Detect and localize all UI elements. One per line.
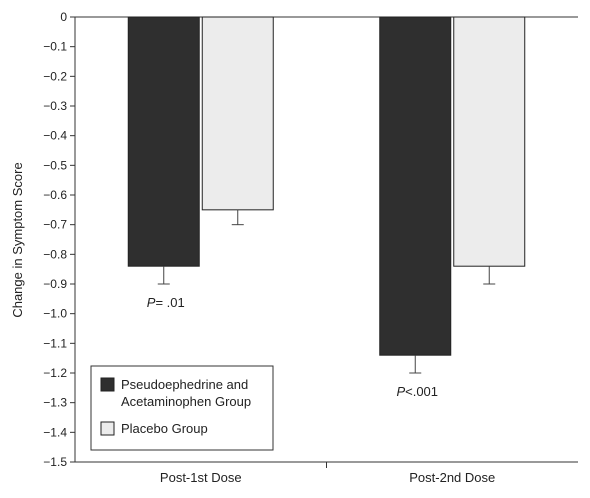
y-tick-label: −1.5 xyxy=(43,455,67,469)
bar xyxy=(453,16,526,267)
y-tick-label: −0.2 xyxy=(43,69,67,83)
category-label: Post-1st Dose xyxy=(160,470,242,485)
legend-box xyxy=(90,365,274,451)
y-tick-label: −0.8 xyxy=(43,247,67,261)
category-label: Post-2nd Dose xyxy=(409,470,495,485)
bar xyxy=(201,16,274,211)
y-tick-label: 0 xyxy=(60,10,67,24)
p-value-text: <.001 xyxy=(405,384,438,399)
bars xyxy=(127,16,526,356)
y-tick-label: −1.2 xyxy=(43,366,67,380)
y-tick-label: −1.1 xyxy=(43,336,67,350)
y-axis-ticks: 0 −0.1 −0.2 −0.3 −0.4 −0.5 −0.6 −0.7 −0.8 −0.9 −1.… xyxy=(43,10,75,469)
y-tick-label: −0.5 xyxy=(43,158,67,172)
y-tick-label: −0.7 xyxy=(43,218,67,232)
legend-label-line: Pseudoephedrine and xyxy=(121,377,248,392)
legend-label-line: Acetaminophen Group xyxy=(121,394,251,409)
p-value-text: = .01 xyxy=(155,295,184,310)
error-bars xyxy=(157,209,496,374)
bar xyxy=(127,16,200,267)
y-tick-label: −1.4 xyxy=(43,425,67,439)
legend-label: Placebo Group xyxy=(121,421,208,436)
p-value-annotation: P= .01 xyxy=(147,295,185,310)
p-value-annotation: P<.001 xyxy=(396,384,438,399)
y-tick-label: −0.6 xyxy=(43,188,67,202)
bar xyxy=(379,16,452,356)
legend: Pseudoephedrine and Acetaminophen Group Pl… xyxy=(90,365,274,451)
p-symbol: P xyxy=(147,295,156,310)
y-tick-label: −0.9 xyxy=(43,277,67,291)
y-tick-label: −0.3 xyxy=(43,99,67,113)
legend-swatch xyxy=(100,377,115,392)
annotations: P= .01P<.001 xyxy=(147,295,438,399)
legend-label: Pseudoephedrine and Acetaminophen Group xyxy=(121,377,251,409)
y-tick-label: −1.0 xyxy=(43,307,67,321)
legend-swatch xyxy=(100,421,115,436)
y-tick-label: −0.1 xyxy=(43,40,67,54)
y-tick-label: −0.4 xyxy=(43,129,67,143)
y-tick-label: −1.3 xyxy=(43,396,67,410)
y-axis-label: Change in Symptom Score xyxy=(10,162,25,317)
p-symbol: P xyxy=(396,384,405,399)
category-labels: Post-1st Dose Post-2nd Dose xyxy=(160,470,495,485)
